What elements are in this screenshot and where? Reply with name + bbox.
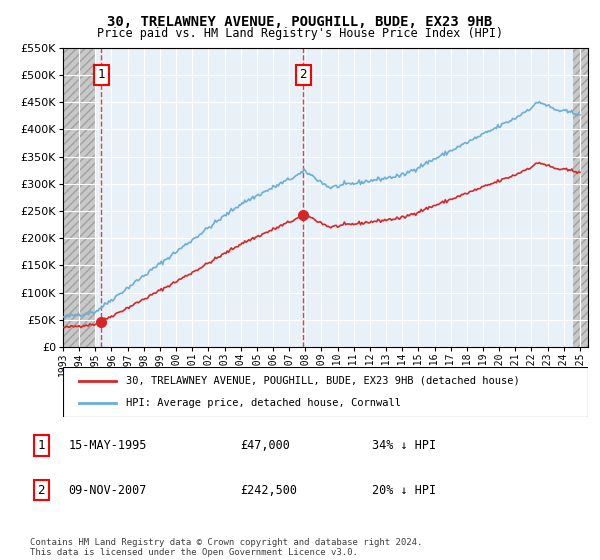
Text: HPI: Average price, detached house, Cornwall: HPI: Average price, detached house, Corn… [126, 398, 401, 408]
Text: 1: 1 [98, 68, 105, 81]
Text: 2: 2 [37, 484, 45, 497]
Text: Price paid vs. HM Land Registry's House Price Index (HPI): Price paid vs. HM Land Registry's House … [97, 27, 503, 40]
Text: 34% ↓ HPI: 34% ↓ HPI [372, 439, 436, 452]
FancyBboxPatch shape [63, 367, 588, 417]
Bar [63, 48, 95, 347]
Bar [574, 48, 588, 347]
Text: £47,000: £47,000 [240, 439, 290, 452]
Text: 09-NOV-2007: 09-NOV-2007 [68, 484, 147, 497]
Text: 1: 1 [37, 439, 45, 452]
Text: 30, TRELAWNEY AVENUE, POUGHILL, BUDE, EX23 9HB: 30, TRELAWNEY AVENUE, POUGHILL, BUDE, EX… [107, 15, 493, 29]
Text: 20% ↓ HPI: 20% ↓ HPI [372, 484, 436, 497]
Text: £242,500: £242,500 [240, 484, 297, 497]
Text: 2: 2 [299, 68, 307, 81]
Text: 30, TRELAWNEY AVENUE, POUGHILL, BUDE, EX23 9HB (detached house): 30, TRELAWNEY AVENUE, POUGHILL, BUDE, EX… [126, 376, 520, 386]
Text: Contains HM Land Registry data © Crown copyright and database right 2024.
This d: Contains HM Land Registry data © Crown c… [30, 538, 422, 557]
Text: 15-MAY-1995: 15-MAY-1995 [68, 439, 147, 452]
